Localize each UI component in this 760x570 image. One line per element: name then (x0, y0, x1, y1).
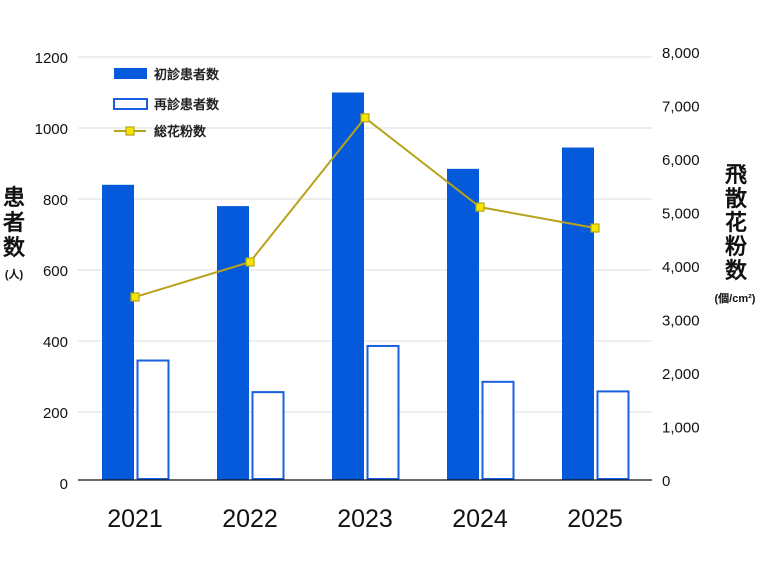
right-tick-label: 3,000 (662, 313, 700, 330)
bar-first-visit (217, 206, 249, 480)
pollen-marker (475, 202, 485, 212)
legend-label-first-visit: 初診患者数 (154, 67, 220, 82)
right-axis-title-char: 飛 (725, 162, 747, 187)
left-axis-title-char: 者 (2, 210, 25, 235)
left-axis-unit: (人) (5, 267, 24, 281)
bar-first-visit (447, 168, 479, 480)
right-tick-label: 0 (662, 473, 670, 490)
left-tick-label: 600 (43, 263, 68, 280)
bar-first-visit (332, 92, 364, 480)
legend-marker-pollen (125, 126, 135, 136)
right-tick-label: 4,000 (662, 259, 700, 276)
bar-revisit (596, 390, 630, 480)
bar-revisit (366, 344, 400, 480)
left-tick-label: 200 (43, 405, 68, 422)
left-tick-label: 400 (43, 334, 68, 351)
bar-first-visit (562, 147, 594, 480)
bar-revisit (481, 380, 515, 481)
right-axis-title-char: 粉 (725, 234, 747, 259)
x-tick-label: 2022 (222, 505, 278, 533)
bar-first-visit (102, 184, 134, 481)
right-tick-label: 2,000 (662, 366, 700, 383)
bar-revisit (251, 391, 285, 480)
right-axis-title-char: 花 (725, 210, 747, 235)
left-tick-label: 1000 (35, 121, 68, 138)
right-axis-unit: (個/cm²) (715, 291, 756, 305)
pollen-marker (590, 223, 600, 233)
right-tick-label: 1,000 (662, 420, 700, 437)
right-tick-label: 8,000 (662, 45, 700, 62)
left-axis-title-char: 患 (3, 185, 25, 210)
x-tick-label: 2024 (452, 505, 508, 533)
left-tick-label: 0 (60, 476, 68, 493)
right-axis-title-char: 数 (725, 258, 748, 283)
left-tick-label: 1200 (35, 50, 68, 67)
legend-label-pollen: 総花粉数 (154, 124, 207, 139)
right-axis-title-char: 散 (725, 186, 748, 211)
pollen-marker (130, 292, 140, 302)
right-tick-label: 7,000 (662, 99, 700, 116)
legend-label-revisit: 再診患者数 (154, 97, 220, 112)
right-tick-label: 5,000 (662, 206, 700, 223)
pollen-marker (245, 257, 255, 267)
x-tick-label: 2025 (567, 505, 623, 533)
x-tick-label: 2021 (107, 505, 163, 533)
x-tick-label: 2023 (337, 505, 393, 533)
right-tick-label: 6,000 (662, 152, 700, 169)
left-tick-label: 800 (43, 192, 68, 209)
bar-revisit (136, 359, 170, 480)
left-axis-title-char: 数 (3, 235, 26, 260)
legend-swatch-first-visit (114, 68, 147, 79)
legend-swatch-revisit (113, 98, 148, 110)
pollen-marker (360, 113, 370, 123)
